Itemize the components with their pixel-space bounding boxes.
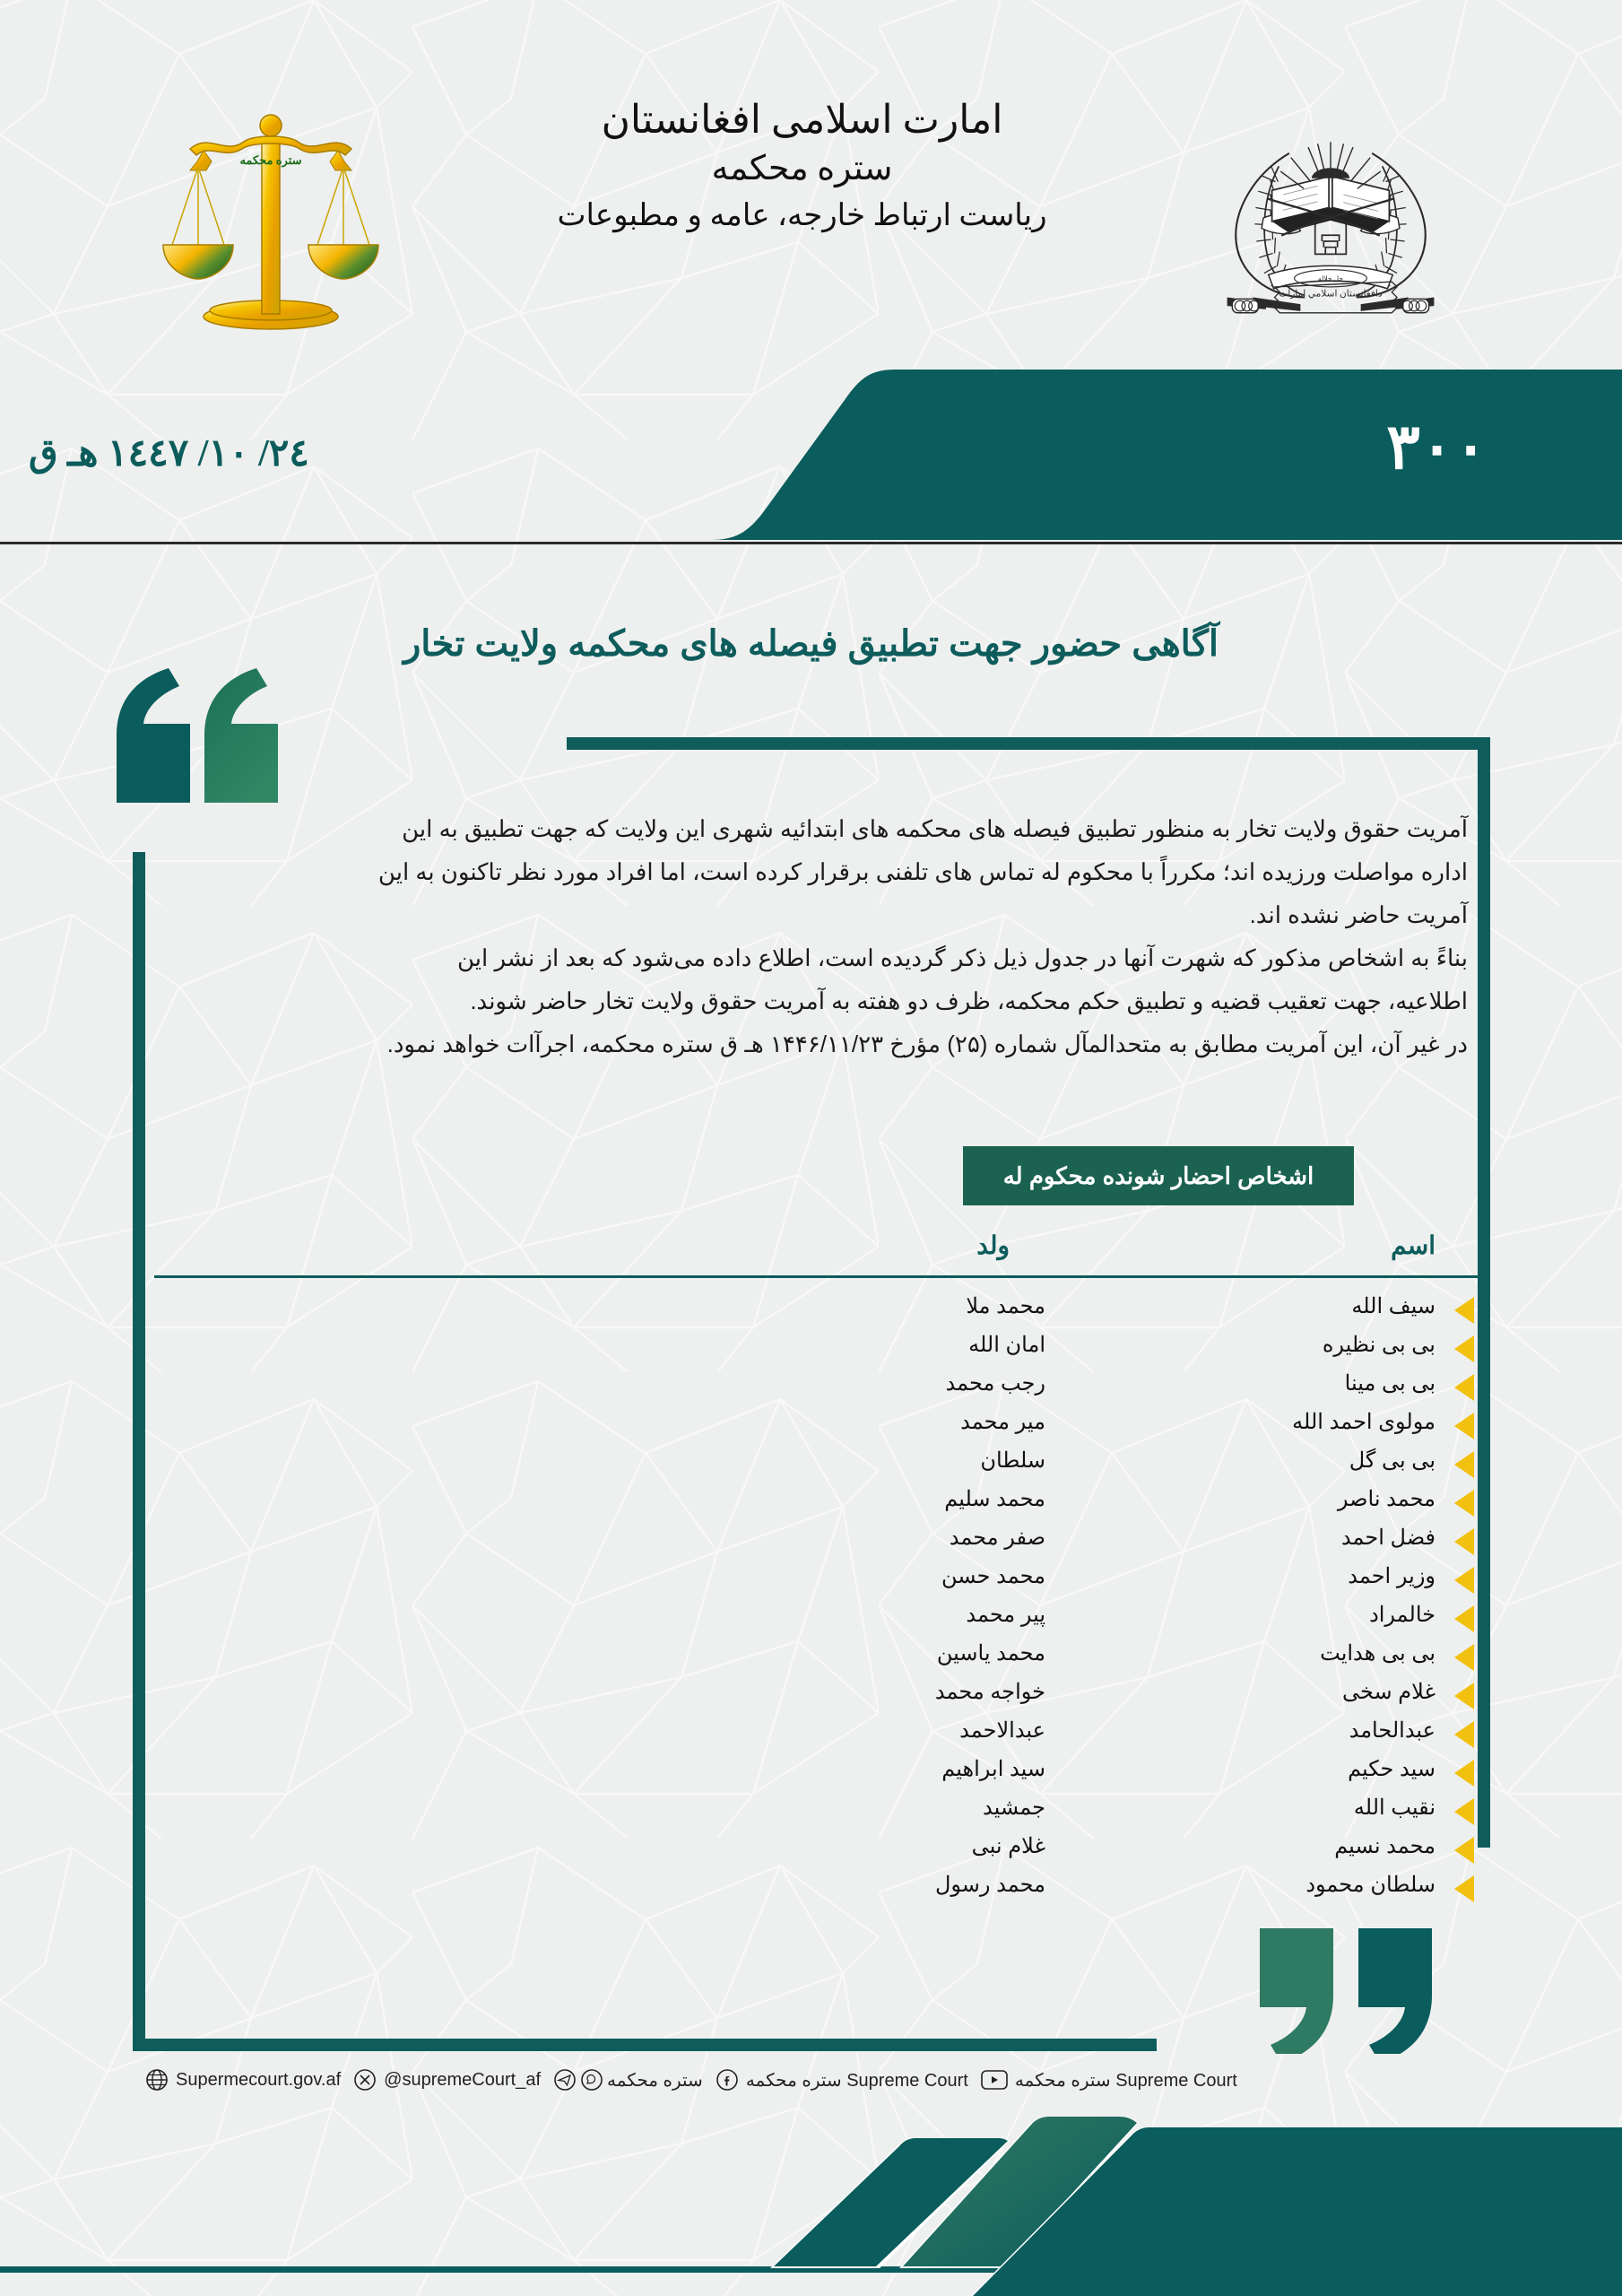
svg-text:ستره محکمه: ستره محکمه: [239, 153, 301, 168]
svg-text:جل جلاله: جل جلاله: [1318, 274, 1344, 283]
svg-text:دافغانستان اسلامي امارات: دافغانستان اسلامي امارات: [1279, 289, 1382, 300]
